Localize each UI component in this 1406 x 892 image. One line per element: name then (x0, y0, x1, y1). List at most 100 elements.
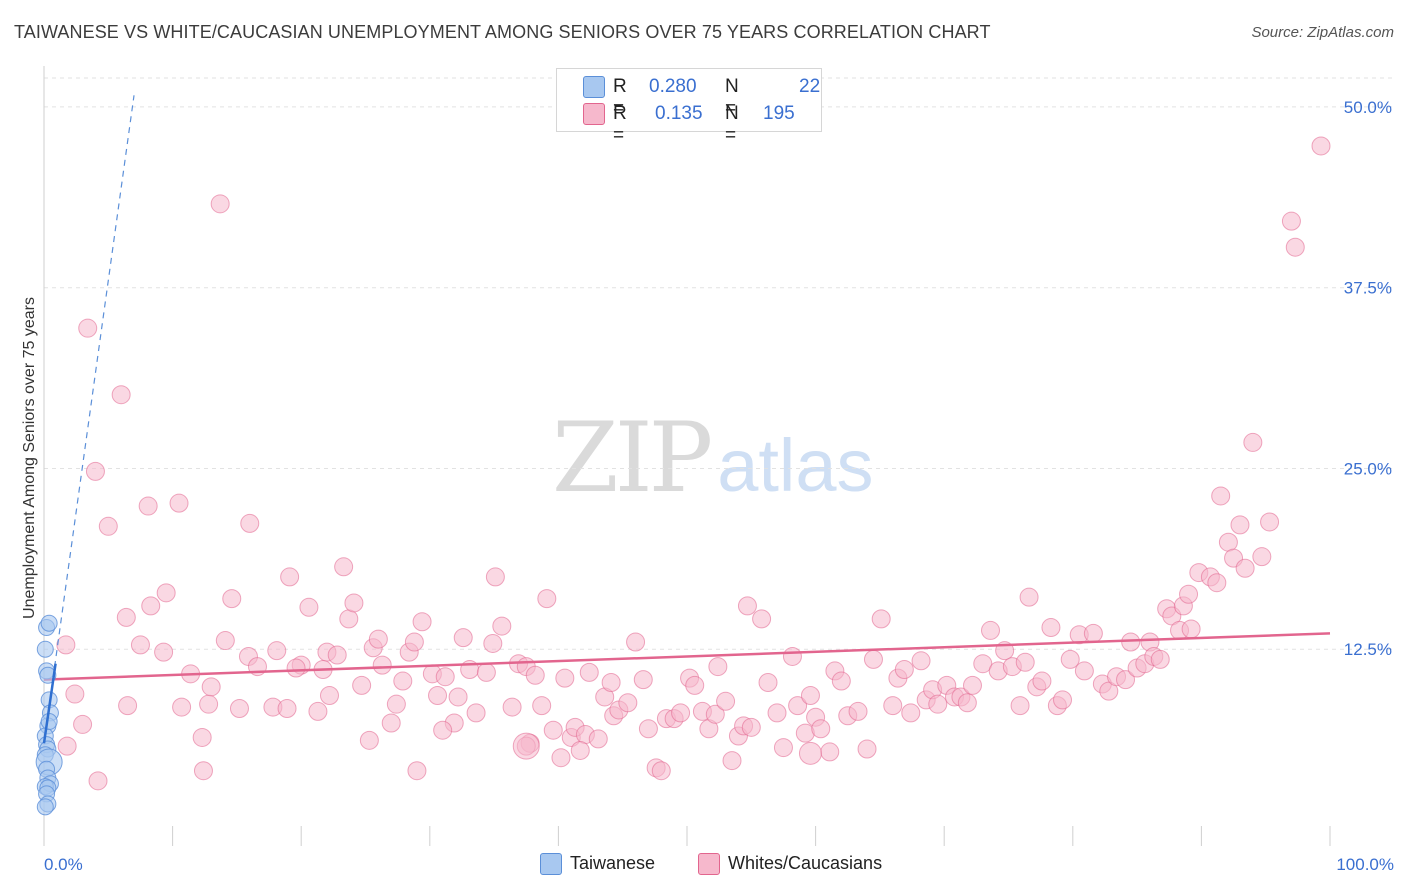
legend-r-value: 0.280 (649, 76, 697, 97)
data-point-whites (1230, 515, 1250, 535)
data-point-whites (820, 742, 840, 762)
data-point-whites (1285, 237, 1305, 257)
data-point-whites (871, 609, 891, 629)
data-point-whites (277, 699, 297, 719)
data-point-whites (435, 667, 455, 687)
data-point-whites (344, 593, 364, 613)
data-point-whites (716, 691, 736, 711)
data-point-whites (705, 704, 725, 724)
data-point-whites (280, 567, 300, 587)
bottom-legend-label: Taiwanese (570, 853, 656, 873)
legend-r-value: 0.135 (655, 103, 703, 124)
bottom-legend-swatch-whites (698, 853, 720, 875)
data-point-whites (962, 675, 982, 695)
legend-n-value: 195 (763, 103, 795, 124)
data-point-whites (65, 684, 85, 704)
y-tick-label: 12.5% (1344, 640, 1392, 659)
data-point-whites (588, 729, 608, 749)
data-point-whites (1032, 671, 1052, 691)
data-point-whites (1235, 558, 1255, 578)
data-point-taiwanese (40, 614, 58, 632)
data-point-whites (485, 567, 505, 587)
data-point-whites (308, 701, 328, 721)
legend-r-label: R = (613, 103, 627, 146)
data-point-whites (359, 730, 379, 750)
data-point-whites (601, 672, 621, 692)
data-point-whites (368, 629, 388, 649)
data-point-whites (1252, 547, 1272, 567)
data-point-whites (299, 597, 319, 617)
data-point-whites (1019, 587, 1039, 607)
data-point-whites (210, 194, 230, 214)
data-point-whites (88, 771, 108, 791)
data-point-whites (201, 677, 221, 697)
legend-n-label: N = (725, 103, 739, 146)
data-point-whites (327, 645, 347, 665)
data-point-whites (1311, 136, 1331, 156)
data-point-whites (404, 632, 424, 652)
data-point-whites (551, 748, 571, 768)
data-point-whites (1281, 211, 1301, 231)
data-point-whites (782, 646, 802, 666)
data-point-whites (537, 589, 557, 609)
data-point-whites (138, 496, 158, 516)
data-point-whites (722, 751, 742, 771)
data-point-whites (352, 675, 372, 695)
data-point-whites (1060, 649, 1080, 669)
data-point-taiwanese (36, 640, 54, 658)
data-point-whites (1218, 532, 1238, 552)
data-point-whites (1010, 696, 1030, 716)
data-point-whites (685, 675, 705, 695)
data-point-whites (412, 612, 432, 632)
data-point-whites (428, 686, 448, 706)
data-point-whites (1211, 486, 1231, 506)
watermark-zip: ZIP (552, 402, 713, 514)
data-point-whites (492, 616, 512, 636)
data-point-whites (73, 714, 93, 734)
data-point-whites (154, 642, 174, 662)
legend-swatch-taiwanese (583, 76, 605, 98)
chart-title: TAIWANESE VS WHITE/CAUCASIAN UNEMPLOYMEN… (14, 22, 991, 42)
data-point-whites (883, 696, 903, 716)
data-point-whites-large (512, 732, 540, 760)
data-point-whites (130, 635, 150, 655)
data-point-whites (618, 693, 638, 713)
data-point-whites (466, 703, 486, 723)
data-point-whites (240, 513, 260, 533)
data-point-whites (1207, 573, 1227, 593)
data-point-whites (286, 658, 306, 678)
data-point-whites (863, 649, 883, 669)
data-point-whites (901, 703, 921, 723)
data-point-whites (407, 761, 427, 781)
data-point-whites (448, 687, 468, 707)
bottom-legend-label: Whites/Caucasians (728, 853, 883, 873)
data-point-whites (767, 703, 787, 723)
data-point-whites (483, 633, 503, 653)
data-point-whites (973, 654, 993, 674)
data-point-whites (911, 651, 931, 671)
data-point-whites (57, 736, 77, 756)
data-point-whites (453, 628, 473, 648)
data-point-whites (476, 662, 496, 682)
data-point-whites (98, 516, 118, 536)
data-point-whites (502, 697, 522, 717)
data-point-whites (156, 583, 176, 603)
data-point-whites (1179, 584, 1199, 604)
data-point-whites (1116, 670, 1136, 690)
data-point-whites (638, 719, 658, 739)
data-point-whites (386, 694, 406, 714)
data-point-whites (800, 686, 820, 706)
data-point-whites (334, 557, 354, 577)
data-point-whites (570, 740, 590, 760)
data-point-whites (1015, 652, 1035, 672)
data-point-whites (1150, 649, 1170, 669)
data-point-whites (811, 719, 831, 739)
data-point-whites (626, 632, 646, 652)
data-point-whites (848, 701, 868, 721)
data-point-whites (372, 655, 392, 675)
data-point-whites (172, 697, 192, 717)
data-point-whites (532, 696, 552, 716)
data-point-whites (433, 720, 453, 740)
data-point-whites (894, 659, 914, 679)
